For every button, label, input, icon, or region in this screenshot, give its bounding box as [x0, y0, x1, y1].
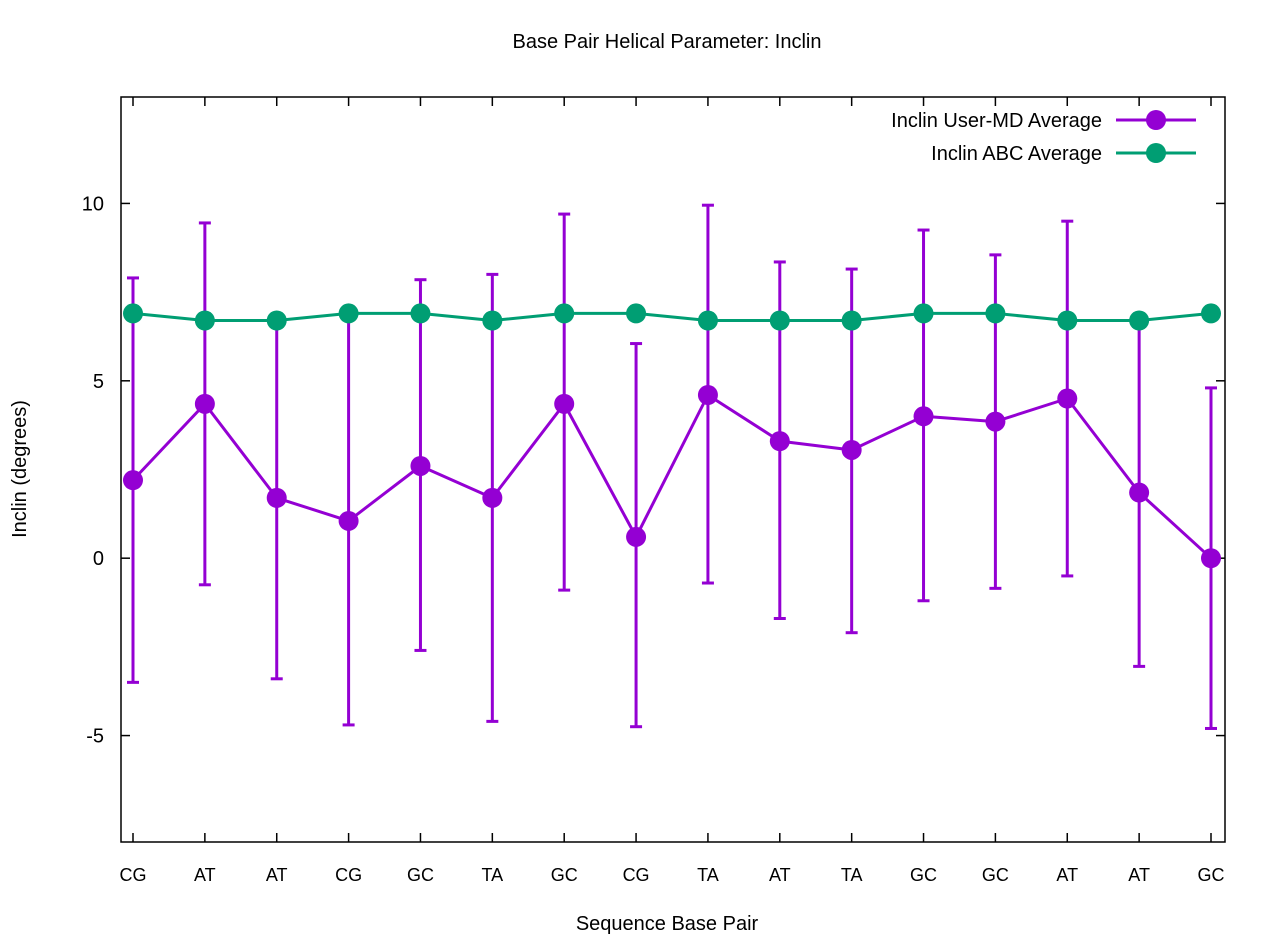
legend-item-user-md: Inclin User-MD Average — [891, 110, 1196, 132]
x-tick-label: TA — [697, 865, 719, 885]
x-tick-label: TA — [841, 865, 863, 885]
data-point-user-md — [554, 393, 575, 414]
x-tick-label: AT — [266, 865, 288, 885]
x-tick-label: AT — [194, 865, 216, 885]
data-point-abc — [123, 303, 143, 324]
data-point-abc — [482, 310, 503, 331]
data-point-abc — [266, 310, 287, 331]
legend-label-user-md: Inclin User-MD Average — [891, 110, 1102, 132]
y-tick-label: 0 — [93, 548, 104, 570]
data-point-user-md — [1057, 388, 1078, 409]
x-tick-label: GC — [407, 865, 434, 885]
data-point-user-md — [626, 526, 647, 547]
x-axis: CG AT AT CG GC TA GC CG TA AT TA GC GC AT AT GC — [120, 97, 1225, 885]
x-tick-label: GC — [1198, 865, 1225, 885]
legend: Inclin User-MD Average Inclin ABC Averag… — [891, 110, 1196, 165]
data-point-abc — [338, 303, 359, 324]
y-tick-label: 5 — [93, 371, 104, 393]
x-tick-label: TA — [481, 865, 503, 885]
data-point-abc — [1201, 303, 1221, 324]
data-point-user-md — [482, 487, 503, 508]
x-tick-label: AT — [769, 865, 791, 885]
legend-label-abc: Inclin ABC Average — [931, 143, 1102, 165]
data-point-abc — [410, 303, 431, 324]
data-point-user-md — [841, 439, 862, 460]
x-axis-label: Sequence Base Pair — [576, 913, 759, 935]
legend-marker-user-md — [1146, 110, 1166, 130]
data-point-abc — [194, 310, 215, 331]
x-tick-label: GC — [551, 865, 578, 885]
plot-frame — [120, 96, 1226, 843]
data-point-abc — [913, 303, 934, 324]
series-line-user-md — [131, 393, 1213, 560]
data-point-abc — [1057, 310, 1078, 331]
data-point-user-md — [985, 411, 1006, 432]
data-point-user-md — [1129, 482, 1150, 503]
legend-marker-abc — [1146, 143, 1166, 163]
x-tick-label: CG — [335, 865, 362, 885]
x-tick-label: CG — [623, 865, 650, 885]
data-point-user-md — [769, 431, 790, 452]
legend-item-abc: Inclin ABC Average — [931, 143, 1196, 165]
x-tick-label: AT — [1128, 865, 1150, 885]
data-point-abc — [985, 303, 1006, 324]
x-tick-label: GC — [982, 865, 1009, 885]
data-point-user-md — [338, 510, 359, 531]
data-point-user-md — [194, 393, 215, 414]
data-point-abc — [1129, 310, 1150, 331]
data-point-user-md — [410, 455, 431, 476]
data-point-abc — [697, 310, 718, 331]
data-point-user-md — [697, 385, 718, 405]
x-tick-label: GC — [910, 865, 937, 885]
data-point-abc — [626, 303, 647, 324]
chart-title: Base Pair Helical Parameter: Inclin — [512, 31, 821, 53]
y-tick-label: -5 — [86, 726, 104, 748]
series-layer — [123, 203, 1221, 730]
data-point-abc — [554, 303, 575, 324]
y-tick-label: 10 — [82, 193, 104, 215]
data-point-user-md — [123, 470, 143, 491]
data-point-user-md — [1201, 548, 1221, 569]
data-point-user-md — [913, 406, 934, 427]
x-tick-label: CG — [120, 865, 147, 885]
data-point-abc — [769, 310, 790, 331]
y-axis-label: Inclin (degrees) — [9, 400, 31, 538]
data-point-user-md — [266, 487, 287, 508]
data-point-abc — [841, 310, 862, 331]
x-tick-label: AT — [1056, 865, 1078, 885]
series-line-abc — [132, 311, 1212, 322]
y-axis: -5 0 5 10 — [82, 193, 1225, 748]
